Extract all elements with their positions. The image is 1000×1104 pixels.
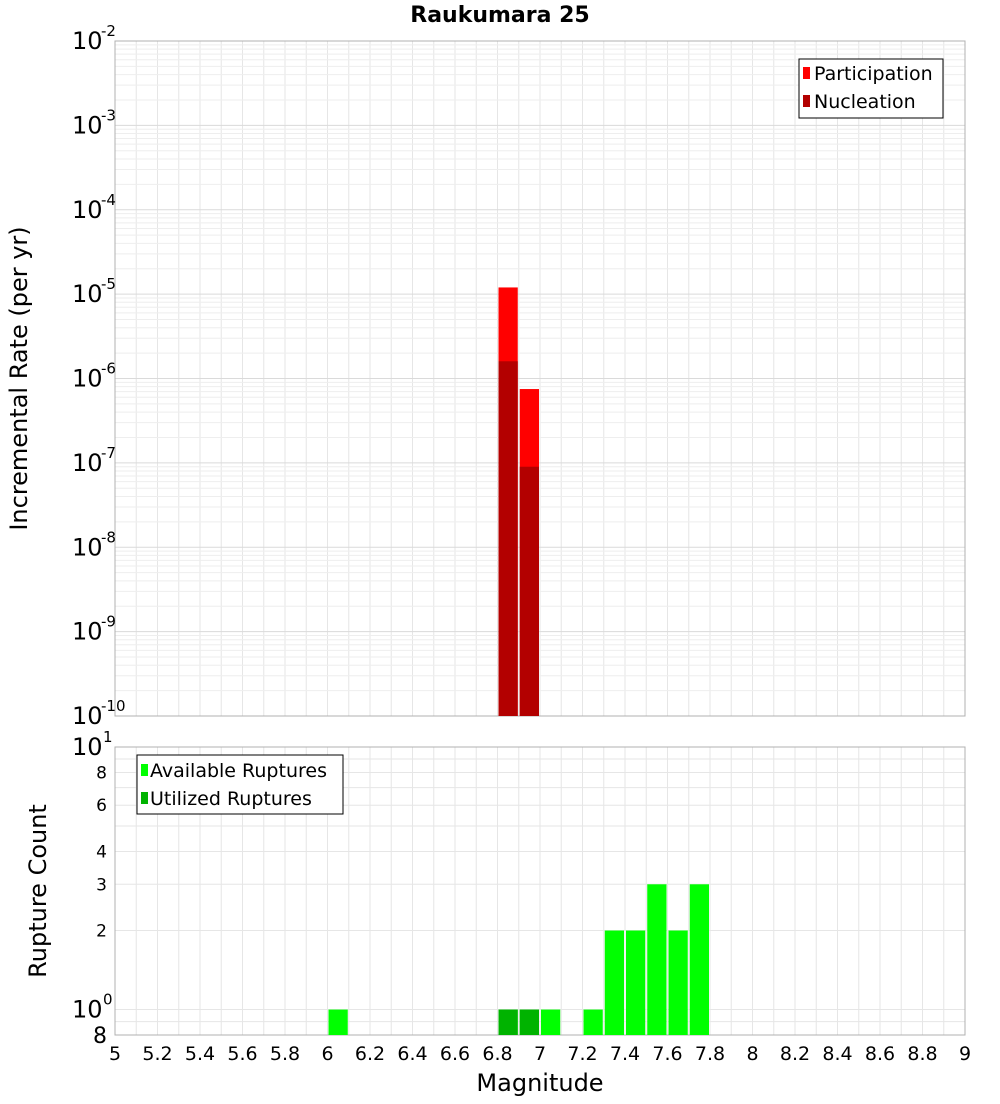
y-tick-label-base: 10 (72, 196, 103, 224)
bar-available-ruptures (328, 1009, 348, 1035)
x-tick-label: 7.2 (567, 1043, 597, 1065)
top-panel-grid (114, 41, 966, 717)
legend-swatch (803, 67, 810, 79)
y-tick-label-exponent: 1 (103, 728, 113, 746)
y-tick-label-minor: 4 (96, 842, 107, 862)
y-tick-label-base: 10 (72, 280, 103, 308)
x-tick-label: 8 (746, 1043, 758, 1065)
y-tick-label-base: 10 (72, 111, 103, 139)
x-axis-label: Magnitude (476, 1069, 603, 1097)
bottom-y-axis-label: Rupture Count (24, 804, 52, 978)
x-tick-label: 6.4 (397, 1043, 427, 1065)
y-tick-label-minor: 2 (96, 922, 107, 942)
x-tick-label: 6.8 (482, 1043, 512, 1065)
x-tick-label: 6.2 (355, 1043, 385, 1065)
legend-label: Available Ruptures (150, 760, 327, 782)
x-axis: 5 5.2 5.4 5.6 5.8 6 6.2 6.4 6.6 6.8 7 7.2 7.4 7.6 7.8 8… (109, 1043, 971, 1065)
x-tick-label: 7.4 (610, 1043, 640, 1065)
y-tick-label-base: 10 (72, 365, 103, 393)
bar-available-ruptures (647, 884, 667, 1035)
x-tick-label: 6 (321, 1043, 333, 1065)
legend-swatch (141, 764, 148, 776)
x-tick-label: 8.6 (865, 1043, 895, 1065)
bottom-legend: Available Ruptures Utilized Ruptures (136, 754, 344, 815)
legend-swatch (141, 792, 148, 804)
x-tick-label: 5.4 (185, 1043, 215, 1065)
y-tick-label-base: 10 (72, 533, 103, 561)
chart-title: Raukumara 25 (410, 3, 589, 28)
x-tick-label: 5.6 (227, 1043, 257, 1065)
bar-utilized-ruptures (519, 1009, 539, 1035)
x-tick-label: 6.6 (440, 1043, 470, 1065)
y-tick-label-minor: 8 (96, 763, 107, 783)
legend-label: Participation (814, 63, 933, 85)
y-tick-label-minor: 8 (93, 1024, 107, 1049)
x-tick-label: 5.8 (270, 1043, 300, 1065)
y-tick-label-exponent: -10 (101, 697, 126, 715)
bar-available-ruptures (626, 930, 646, 1035)
top-y-axis-label: Incremental Rate (per yr) (5, 226, 33, 530)
x-tick-label: 9 (959, 1043, 971, 1065)
bar-available-ruptures (604, 930, 624, 1035)
y-tick-label-minor: 3 (96, 875, 107, 895)
bar-nucleation (519, 466, 539, 716)
top-plot-frame (114, 40, 966, 717)
top-panel-bars (498, 287, 539, 716)
y-tick-label-base: 10 (72, 618, 103, 646)
y-tick-label-base: 10 (72, 996, 103, 1024)
x-tick-label: 7.8 (695, 1043, 725, 1065)
bottom-panel-bars (328, 884, 709, 1035)
bottom-plot-frame (114, 746, 966, 1036)
x-tick-label: 7.6 (652, 1043, 682, 1065)
y-tick-label-minor: 6 (96, 796, 107, 816)
x-tick-label: 8.8 (907, 1043, 937, 1065)
y-tick-label-exponent: -4 (101, 191, 116, 209)
bar-available-ruptures (689, 884, 709, 1035)
bar-available-ruptures (583, 1009, 603, 1035)
legend-box (798, 58, 944, 119)
x-tick-label: 8.4 (822, 1043, 852, 1065)
y-tick-label-base: 10 (72, 27, 103, 55)
bar-nucleation (498, 361, 518, 716)
x-tick-label: 5.2 (142, 1043, 172, 1065)
y-tick-label-exponent: -2 (101, 22, 116, 40)
y-tick-label-base: 10 (72, 449, 103, 477)
top-legend: Participation Nucleation (798, 58, 944, 119)
legend-label: Utilized Ruptures (150, 788, 312, 810)
y-tick-label-exponent: -3 (101, 106, 116, 124)
y-tick-label-exponent: -5 (101, 275, 116, 293)
bar-utilized-ruptures (498, 1009, 518, 1035)
y-tick-label-exponent: -9 (101, 613, 116, 631)
x-tick-label: 8.2 (780, 1043, 810, 1065)
x-tick-label: 7 (534, 1043, 546, 1065)
bar-available-ruptures (541, 1009, 561, 1035)
bar-available-ruptures (668, 930, 688, 1035)
legend-box (136, 754, 344, 815)
y-tick-label-exponent: -6 (101, 360, 116, 378)
legend-swatch (803, 95, 810, 107)
legend-label: Nucleation (814, 91, 916, 113)
y-tick-label-base: 10 (72, 702, 103, 730)
y-tick-label-exponent: 0 (103, 991, 113, 1009)
x-tick-label: 5 (109, 1043, 121, 1065)
y-tick-label-base: 10 (72, 733, 103, 761)
y-tick-label-exponent: -7 (101, 444, 116, 462)
y-tick-label-exponent: -8 (101, 528, 116, 546)
